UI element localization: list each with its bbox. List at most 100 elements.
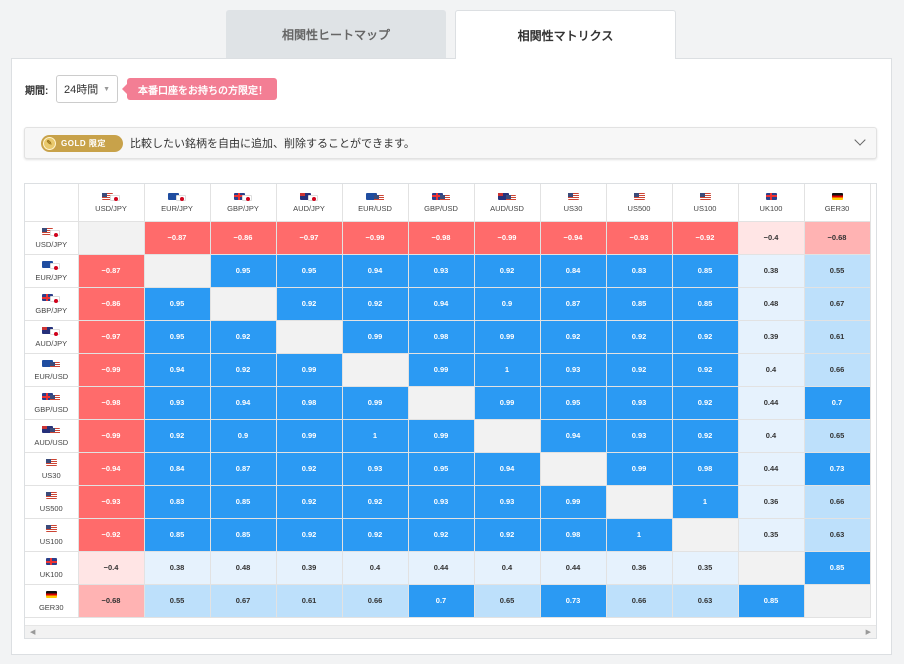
diagonal-cell — [738, 551, 805, 585]
chevron-down-icon: ▼ — [103, 86, 110, 93]
period-label: 期間: — [25, 86, 49, 97]
row-label: AUD/USD — [34, 437, 69, 447]
gold-feature-banner[interactable]: ✎ GOLD 限定 比較したい銘柄を自由に追加、削除することができます。 — [24, 127, 877, 159]
row-header: UK100 — [25, 551, 79, 585]
correlation-cell: 0.99 — [540, 485, 607, 519]
scroll-right-icon[interactable]: ▶ — [865, 629, 871, 636]
correlation-cell: −0.92 — [672, 221, 739, 255]
correlation-cell: −0.97 — [276, 221, 343, 255]
flag-us-icon — [506, 194, 516, 201]
correlation-cell: 0.4 — [738, 353, 805, 387]
correlation-cell: 0.93 — [408, 485, 475, 519]
diagonal-cell — [210, 287, 277, 321]
correlation-cell: 0.85 — [144, 518, 211, 552]
flag-pair — [25, 524, 78, 534]
correlation-cell: 0.93 — [474, 485, 541, 519]
correlation-cell: 0.85 — [672, 254, 739, 288]
flag-pair — [673, 191, 738, 201]
scroll-left-icon[interactable]: ◀ — [30, 629, 36, 636]
correlation-cell: 0.92 — [144, 419, 211, 453]
flag-us-icon — [42, 228, 54, 235]
column-label: EUR/JPY — [161, 204, 193, 214]
flag-us-icon — [699, 192, 711, 200]
diagonal-cell — [672, 518, 739, 552]
correlation-cell: 0.63 — [804, 518, 871, 552]
flag-pair — [739, 191, 804, 201]
row-header: US500 — [25, 485, 79, 519]
row-header: US30 — [25, 452, 79, 486]
correlation-cell: 1 — [342, 419, 409, 453]
row-header: GBP/USD — [25, 386, 79, 420]
flag-jp-icon — [50, 296, 61, 303]
correlation-cell: 0.36 — [738, 485, 805, 519]
flag-au-icon — [42, 327, 54, 334]
correlation-cell: 0.48 — [738, 287, 805, 321]
correlation-cell: 0.99 — [276, 353, 343, 387]
correlation-cell: 0.7 — [408, 584, 475, 618]
table-row: US100 −0.92 0.85 0.85 0.92 0.92 0.92 0.92 0.98 1 0… — [25, 518, 871, 552]
tab-heatmap[interactable]: 相関性ヒートマップ — [226, 10, 446, 58]
flag-eu-icon — [42, 261, 54, 268]
diagonal-cell — [606, 485, 673, 519]
correlation-cell: 0.98 — [276, 386, 343, 420]
correlation-cell: 0.93 — [144, 386, 211, 420]
table-row: GBP/USD −0.98 0.93 0.94 0.98 0.99 0.99 0.95 0.93… — [25, 386, 871, 420]
correlation-cell: 0.92 — [672, 419, 739, 453]
correlation-cell: 0.67 — [804, 287, 871, 321]
flag-gb-icon — [42, 294, 54, 301]
period-value: 24時間 — [64, 84, 99, 96]
tab-matrix[interactable]: 相関性マトリクス — [455, 10, 676, 59]
correlation-matrix[interactable]: USD/JPY EUR/JPY GBP/JPY AUD/JPY EUR/USD GBP/U… — [24, 183, 877, 639]
flag-pair — [145, 191, 210, 202]
diagonal-cell — [276, 320, 343, 354]
correlation-cell: 0.98 — [540, 518, 607, 552]
correlation-cell: 0.44 — [738, 386, 805, 420]
correlation-cell: 0.98 — [672, 452, 739, 486]
column-label: USD/JPY — [95, 204, 127, 214]
correlation-cell: 0.94 — [144, 353, 211, 387]
correlation-cell: 0.38 — [738, 254, 805, 288]
row-header: GBP/JPY — [25, 287, 79, 321]
table-row: EUR/USD −0.99 0.94 0.92 0.99 0.99 1 0.93 0.92 0.9… — [25, 353, 871, 387]
correlation-cell: 0.65 — [474, 584, 541, 618]
table-row: EUR/JPY −0.87 0.95 0.95 0.94 0.93 0.92 0.84 0.83… — [25, 254, 871, 288]
correlation-cell: 0.55 — [804, 254, 871, 288]
horizontal-scrollbar[interactable]: ◀ ▶ — [25, 625, 876, 638]
row-label: EUR/USD — [34, 371, 69, 381]
correlation-cell: 0.44 — [738, 452, 805, 486]
row-label: US500 — [39, 503, 63, 513]
column-header: AUD/USD — [474, 184, 541, 222]
correlation-cell: 0.39 — [276, 551, 343, 585]
correlation-cell: 0.99 — [342, 320, 409, 354]
correlation-cell: 0.94 — [540, 419, 607, 453]
flag-pair — [25, 425, 78, 435]
correlation-cell: 0.84 — [144, 452, 211, 486]
correlation-cell: 0.92 — [210, 353, 277, 387]
flag-jp-icon — [308, 194, 318, 202]
flag-gb-icon — [234, 192, 245, 200]
correlation-cell: −0.86 — [78, 287, 145, 321]
diagonal-cell — [144, 254, 211, 288]
matrix-panel: 期間: 24時間 ▼ 本番口座をお持ちの方限定！ ✎ GOLD 限定 比較したい… — [11, 58, 892, 655]
correlation-cell: 0.98 — [408, 320, 475, 354]
correlation-cell: 0.66 — [804, 485, 871, 519]
row-header: AUD/JPY — [25, 320, 79, 354]
expand-chevron-icon[interactable] — [854, 134, 866, 146]
correlation-cell: 0.92 — [342, 518, 409, 552]
flag-us-icon — [567, 192, 579, 200]
correlation-cell: 0.95 — [144, 287, 211, 321]
correlation-cell: 1 — [606, 518, 673, 552]
correlation-cell: 0.99 — [342, 386, 409, 420]
correlation-cell: 0.85 — [804, 551, 871, 585]
correlation-cell: 0.4 — [738, 419, 805, 453]
header-row: USD/JPY EUR/JPY GBP/JPY AUD/JPY EUR/USD GBP/U… — [25, 184, 871, 222]
correlation-cell: 0.92 — [540, 320, 607, 354]
flag-gb-icon — [42, 393, 54, 400]
column-header: AUD/JPY — [276, 184, 343, 222]
correlation-cell: 0.67 — [210, 584, 277, 618]
correlation-cell: 0.94 — [342, 254, 409, 288]
gold-badge: ✎ GOLD 限定 — [41, 134, 123, 152]
period-select[interactable]: 24時間 ▼ — [56, 75, 118, 103]
flag-pair — [25, 491, 78, 501]
correlation-cell: −0.86 — [210, 221, 277, 255]
